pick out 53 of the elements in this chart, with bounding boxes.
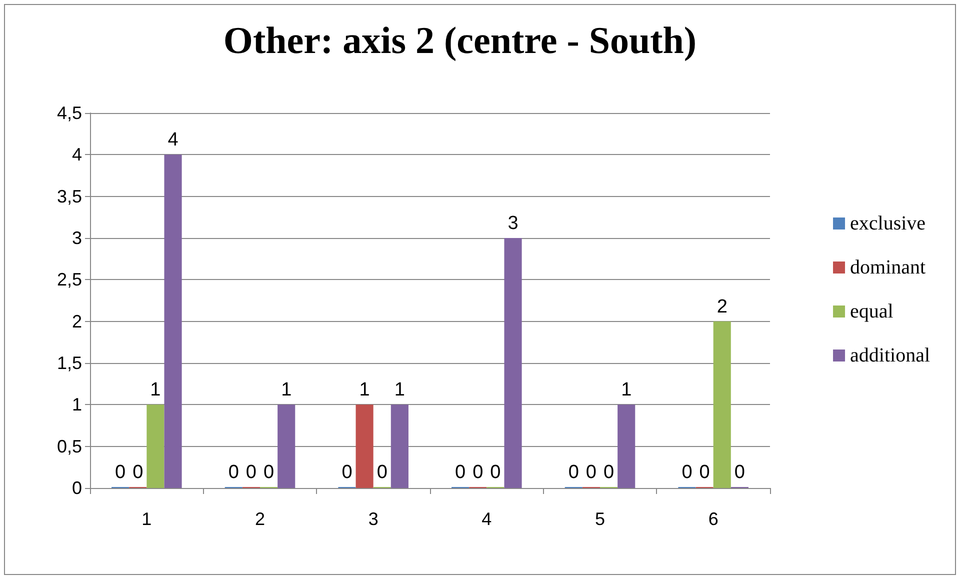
- legend-label: additional: [850, 344, 930, 366]
- x-tick-label: 4: [482, 509, 492, 529]
- data-label: 1: [359, 380, 370, 401]
- bar: [713, 321, 731, 488]
- data-label: 4: [168, 130, 179, 151]
- x-tick-label: 5: [594, 509, 606, 529]
- data-label: 2: [716, 296, 728, 318]
- bar: [618, 404, 636, 488]
- data-label: 1: [150, 380, 161, 401]
- y-tick-label: 0: [72, 478, 82, 498]
- bar: [356, 404, 374, 488]
- legend-label: dominant: [850, 256, 926, 278]
- data-label: 0: [699, 462, 710, 483]
- data-label: 0: [490, 462, 501, 483]
- x-tick-label: 3: [368, 509, 378, 529]
- data-label: 0: [246, 462, 257, 483]
- data-label: 0: [115, 462, 126, 483]
- data-label: 0: [228, 462, 239, 483]
- y-tick-label: 1,5: [56, 353, 82, 373]
- bar: [164, 154, 182, 488]
- data-label: 1: [281, 380, 292, 401]
- x-tick-label: 6: [708, 509, 718, 529]
- y-tick-label: 3,5: [56, 186, 82, 206]
- data-label: 0: [586, 462, 597, 483]
- x-tick-label: 2: [254, 509, 266, 529]
- data-label: 0: [603, 462, 614, 483]
- legend-label: equal: [850, 300, 894, 322]
- data-label: 0: [472, 462, 484, 483]
- data-label: 1: [394, 380, 405, 401]
- y-tick-label: 3: [72, 228, 82, 248]
- data-label: 0: [734, 462, 745, 483]
- bar: [146, 404, 164, 488]
- bar: [278, 404, 296, 488]
- data-label: 0: [132, 462, 144, 483]
- chart-title: Other: axis 2 (centre - South): [223, 20, 697, 62]
- data-label: 0: [376, 462, 388, 483]
- data-label: 1: [621, 380, 632, 401]
- bar: [390, 404, 408, 488]
- data-label: 0: [682, 462, 692, 483]
- data-label: 0: [568, 462, 579, 483]
- y-tick-label: 2,5: [56, 270, 82, 290]
- y-tick-label: 4: [72, 144, 82, 165]
- data-label: 0: [263, 462, 274, 483]
- bar: [504, 238, 522, 488]
- y-tick-label: 1: [72, 394, 82, 415]
- data-label: 0: [455, 462, 466, 483]
- data-label: 3: [508, 213, 518, 234]
- legend-label: exclusive: [850, 212, 926, 234]
- y-tick-label: 4,5: [56, 103, 82, 123]
- y-tick-label: 0,5: [56, 436, 82, 456]
- y-tick-label: 2: [72, 311, 82, 332]
- data-label: 0: [342, 462, 352, 483]
- x-tick-label: 1: [142, 509, 152, 529]
